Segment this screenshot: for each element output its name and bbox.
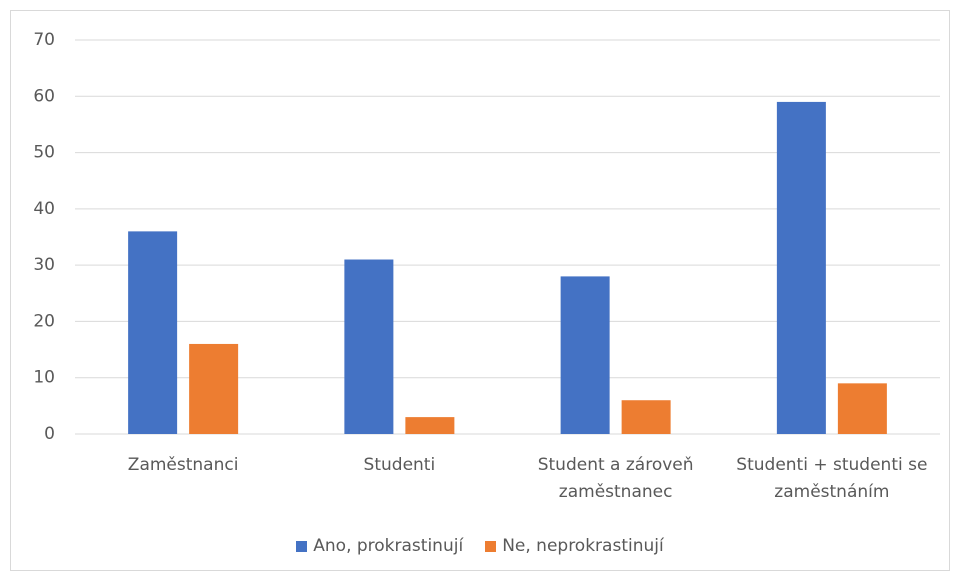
y-tick-label: 40: [33, 199, 55, 219]
bar: [189, 343, 239, 434]
x-tick-label: Student a zároveň zaměstnanec: [537, 455, 694, 502]
x-tick-label: Studenti + studenti se zaměstnáním: [736, 455, 928, 502]
bar: [621, 400, 671, 434]
legend-swatch: [485, 540, 497, 552]
legend-swatch: [296, 540, 308, 552]
y-tick-label: 30: [33, 255, 55, 275]
chart-border: [10, 10, 950, 571]
x-tick-label: Zaměstnanci: [127, 455, 239, 475]
x-tick-label: Studenti: [363, 455, 436, 475]
bar: [128, 231, 178, 434]
bar: [837, 383, 887, 434]
bar: [776, 101, 826, 435]
y-tick-label: 70: [33, 30, 55, 50]
legend-item: Ne, neprokrastinují: [485, 536, 664, 556]
y-tick-label: 10: [33, 368, 55, 388]
legend-item: Ano, prokrastinují: [296, 536, 463, 556]
y-tick-label: 20: [33, 311, 55, 331]
y-tick-label: 50: [33, 143, 55, 163]
y-tick-label: 60: [33, 86, 55, 106]
legend-label: Ano, prokrastinují: [313, 536, 464, 556]
legend-label: Ne, neprokrastinují: [502, 536, 664, 556]
bar: [344, 259, 394, 434]
legend: Ano, prokrastinují Ne, neprokrastinují: [0, 536, 960, 556]
bar: [560, 276, 610, 434]
y-tick-label: 0: [44, 424, 55, 444]
bar: [405, 417, 455, 434]
